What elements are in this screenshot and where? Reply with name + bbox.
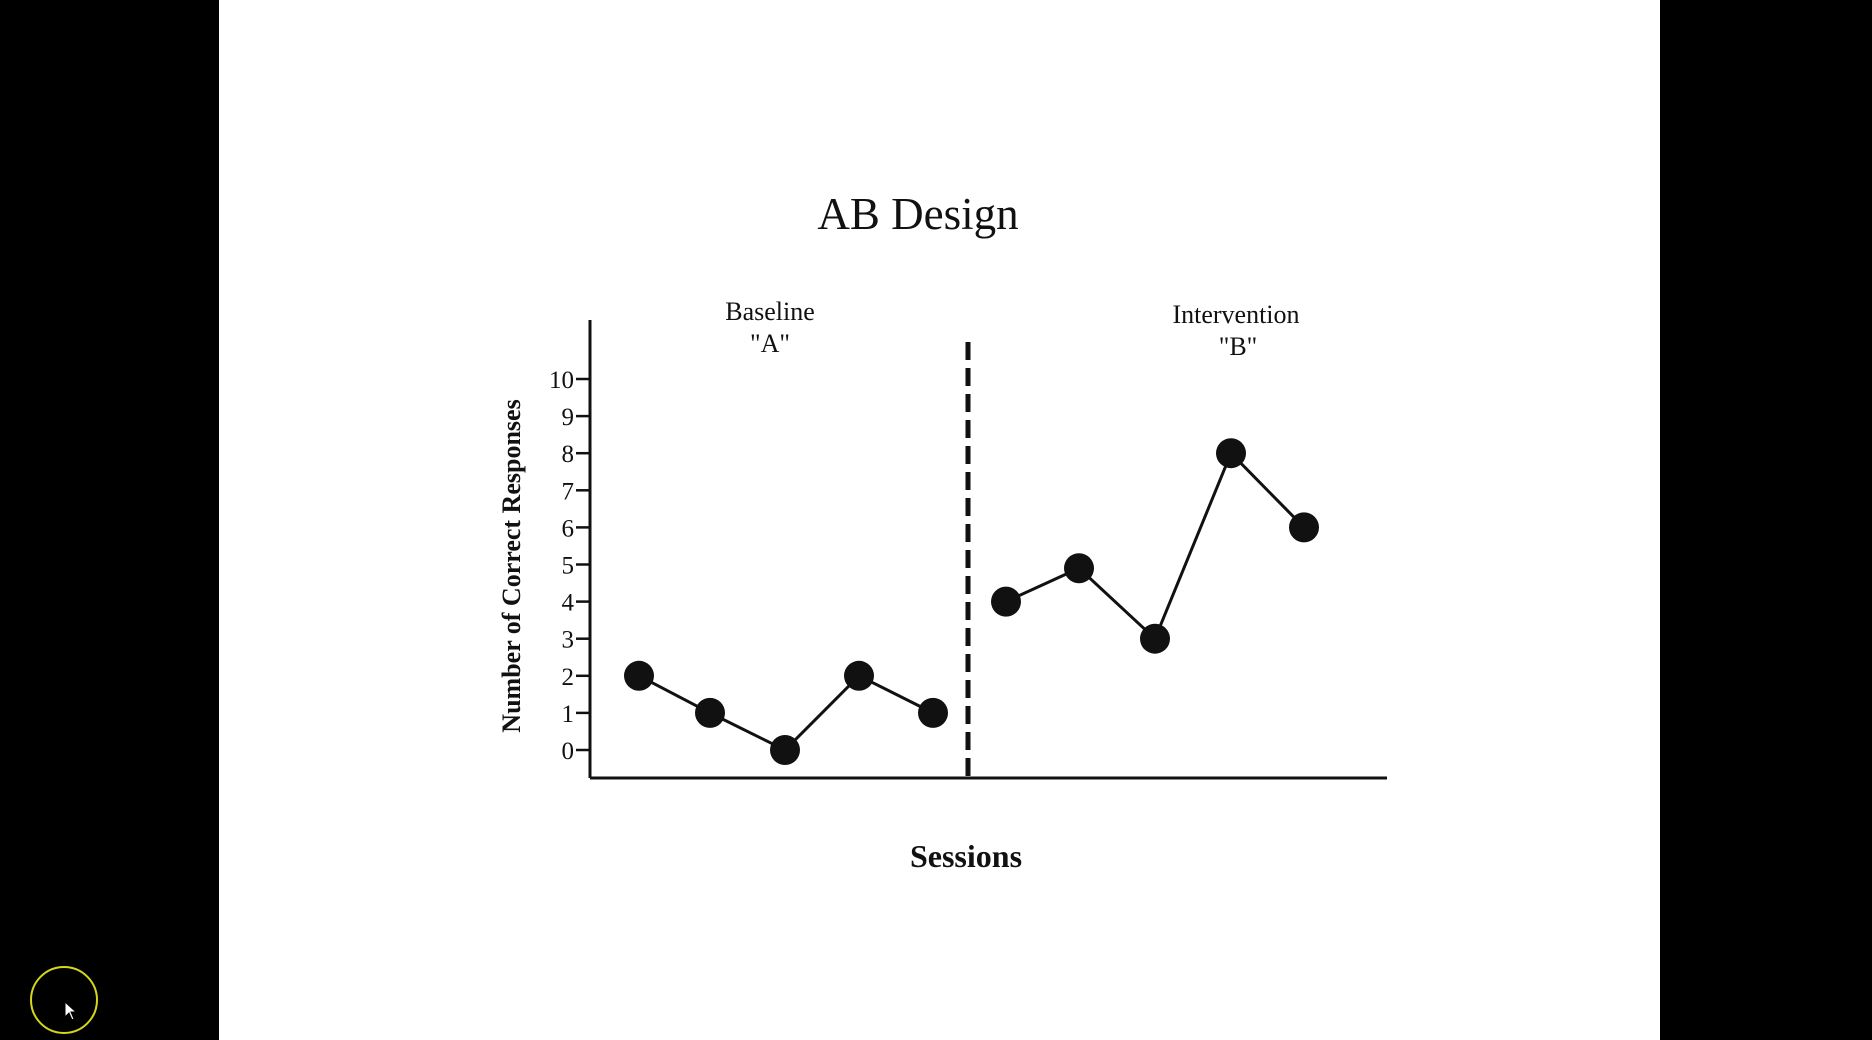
slide: AB Design Baseline "A" Intervention "B" … [219,0,1660,1040]
intervention-data-point [1140,623,1170,654]
y-tick-label: 3 [562,627,575,654]
baseline-phase-label: Baseline [725,297,815,326]
y-tick-label: 6 [562,515,575,542]
baseline-data-point [624,660,654,691]
cursor-highlight-ring [30,966,98,1034]
ab-design-chart: AB Design Baseline "A" Intervention "B" … [497,189,1387,874]
intervention-phase-code: "B" [1219,332,1258,361]
y-axis-label: Number of Correct Responses [497,399,526,732]
intervention-data-point [1216,438,1246,469]
x-axis-label: Sessions [910,838,1022,874]
data-series [624,438,1319,765]
baseline-data-point [770,735,800,765]
y-axis-ticks: 0 1 2 3 4 5 6 7 8 9 10 [549,367,590,765]
chart-title: AB Design [817,189,1018,239]
baseline-phase-code: "A" [750,329,790,358]
baseline-data-point [844,660,874,691]
mouse-pointer-icon [64,1001,78,1021]
intervention-series-line [1005,450,1306,642]
y-tick-label: 9 [562,404,575,431]
y-tick-label: 5 [562,553,575,580]
baseline-data-point [695,697,725,728]
intervention-phase-label: Intervention [1172,300,1299,329]
y-tick-label: 10 [549,367,574,394]
y-tick-label: 1 [562,701,575,728]
y-tick-label: 8 [562,441,575,468]
y-tick-label: 2 [562,664,575,691]
y-tick-label: 0 [562,738,575,765]
y-tick-label: 7 [562,478,575,505]
intervention-data-point [1064,553,1094,584]
intervention-data-point [991,586,1021,617]
intervention-data-point [1289,512,1319,543]
baseline-data-point [918,697,948,728]
y-tick-label: 4 [562,590,575,617]
